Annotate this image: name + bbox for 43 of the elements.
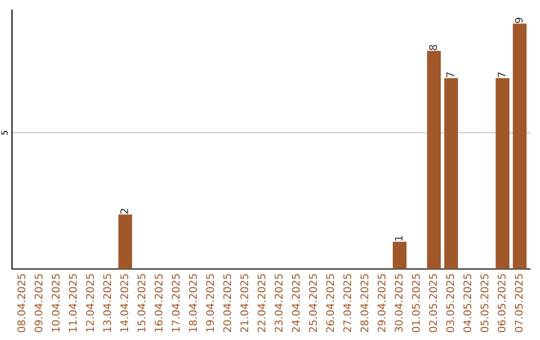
x-tick-label: 11.04.2025 [68,274,77,332]
x-tick-label: 14.04.2025 [120,274,128,332]
x-tick-label: 13.04.2025 [103,274,112,332]
x-tick-label: 19.04.2025 [206,274,214,332]
x-tick-label: 17.04.2025 [172,274,180,332]
data-label: 7 [446,72,454,78]
x-tick-label: 21.04.2025 [240,274,248,332]
x-tick-label: 20.04.2025 [223,274,232,332]
x-tick-label: 10.04.2025 [52,274,60,332]
x-tick-label: 25.04.2025 [309,274,317,332]
x-tick-label: 05.05.2025 [480,274,488,332]
bar [427,50,441,269]
bar [118,214,132,269]
x-tick-label: 02.05.2025 [429,274,437,332]
data-label: 1 [394,236,403,241]
x-tick-label: 30.04.2025 [394,274,403,332]
x-tick-label: 16.04.2025 [154,274,163,332]
data-label: 7 [498,72,506,78]
bar [496,78,510,269]
x-tick-label: 06.05.2025 [498,274,506,332]
x-tick-label: 01.05.2025 [412,274,420,332]
x-tick-label: 29.04.2025 [378,274,386,332]
x-tick-label: 04.05.2025 [463,274,472,332]
data-label: 2 [120,208,128,214]
x-tick-label: 15.04.2025 [138,274,146,332]
x-tick-label: 26.04.2025 [326,274,334,332]
x-tick-label: 24.04.2025 [292,274,300,332]
x-tick-label: 08.04.2025 [17,274,26,332]
bar [444,78,458,269]
x-tick-label: 09.04.2025 [34,274,42,332]
data-label: 9 [514,18,523,23]
x-tick-label: 03.05.2025 [446,274,454,332]
bar [392,242,407,269]
x-tick-label: 07.05.2025 [514,274,523,332]
x-tick-label: 28.04.2025 [360,274,368,332]
y-tick-label: 5 [1,130,8,135]
x-tick-label: 22.04.2025 [258,274,266,332]
bar [512,24,527,269]
x-tick-label: 27.04.2025 [343,274,352,332]
data-label: 8 [429,44,437,50]
x-tick-label: 18.04.2025 [188,274,197,332]
x-tick-label: 12.04.2025 [86,274,94,332]
x-tick-label: 23.04.2025 [274,274,283,332]
